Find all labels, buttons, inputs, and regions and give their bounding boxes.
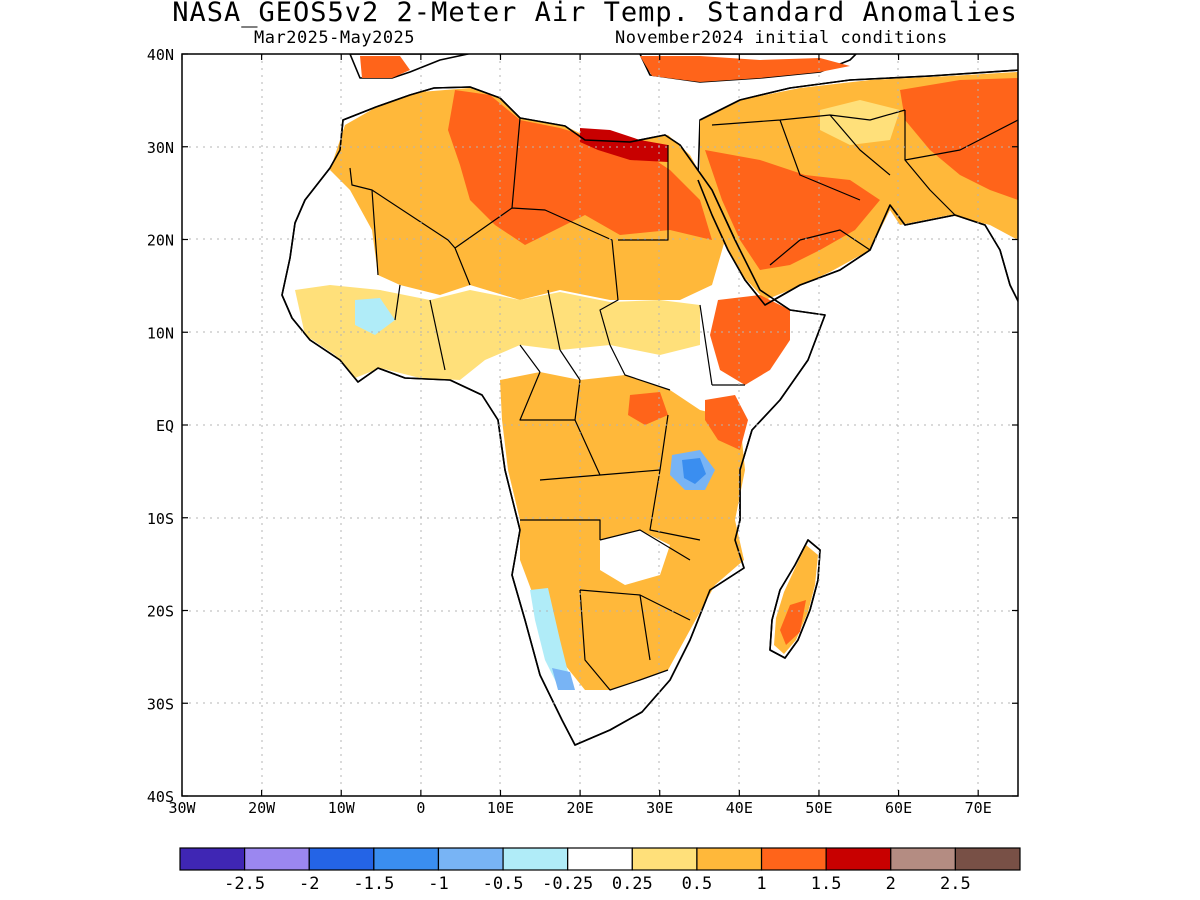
lat-tick-label: 20N bbox=[147, 232, 174, 250]
lat-tick-label: 10N bbox=[147, 324, 174, 342]
colorbar-label: 2.5 bbox=[940, 874, 971, 894]
colorbar-swatch bbox=[373, 847, 440, 871]
lat-tick-label: 10S bbox=[147, 510, 174, 528]
colorbar-swatch bbox=[825, 847, 892, 871]
lon-tick-label: 70E bbox=[965, 799, 992, 817]
anomaly-1-anatolia bbox=[640, 56, 850, 82]
colorbar-swatch bbox=[502, 847, 569, 871]
colorbar-swatch bbox=[308, 847, 375, 871]
forecast-period: Mar2025-May2025 bbox=[254, 28, 416, 48]
colorbar-label: 0.25 bbox=[612, 874, 653, 894]
anomaly-1-europe bbox=[360, 56, 410, 78]
lat-tick-label: 20S bbox=[147, 603, 174, 621]
colorbar-swatch bbox=[954, 847, 1021, 871]
colorbar-label: 2 bbox=[886, 874, 896, 894]
initial-conditions: November2024 initial conditions bbox=[615, 28, 948, 48]
africa-outline bbox=[281, 86, 826, 746]
colorbar-label: -1 bbox=[428, 874, 448, 894]
lon-tick-label: 20E bbox=[567, 799, 594, 817]
graticule bbox=[182, 54, 1018, 796]
lon-tick-label: 30W bbox=[168, 799, 196, 817]
anomaly-neg-west-africa bbox=[355, 298, 395, 335]
colorbar-label: -2.5 bbox=[224, 874, 265, 894]
lat-tick-label: 30S bbox=[147, 695, 174, 713]
boundaries bbox=[281, 69, 1018, 746]
colorbar-swatch bbox=[179, 847, 246, 871]
anomaly-1-congo bbox=[628, 392, 668, 425]
anomaly-neg-east-africa-core bbox=[682, 458, 706, 484]
colorbar-swatch bbox=[244, 847, 310, 871]
lon-tick-label: 30E bbox=[646, 799, 673, 817]
anomaly-1-ethiopia bbox=[710, 295, 790, 385]
anomaly-2-libya-coast bbox=[580, 128, 668, 162]
arabia-borders bbox=[711, 109, 1018, 266]
country-borders bbox=[349, 117, 745, 691]
anomaly-0p25-arabia-center bbox=[820, 100, 900, 145]
lon-tick-label: 20W bbox=[248, 799, 276, 817]
anomaly-1-arabia bbox=[705, 150, 880, 270]
lon-tick-label: 50E bbox=[805, 799, 832, 817]
lat-tick-label: EQ bbox=[156, 417, 174, 435]
colorbar-label: 0.5 bbox=[682, 874, 713, 894]
colorbar-label: -0.25 bbox=[542, 874, 593, 894]
colorbar-swatch bbox=[696, 847, 763, 871]
anomaly-0p25-zambia bbox=[600, 530, 670, 585]
anomaly-1-iran bbox=[900, 78, 1018, 200]
colorbar-swatch bbox=[760, 847, 827, 871]
colorbar-label: -1.5 bbox=[353, 874, 394, 894]
lat-tick-label: 40S bbox=[147, 788, 174, 806]
map-plot-area bbox=[182, 54, 1018, 796]
colorbar-swatch bbox=[890, 847, 956, 871]
colorbar-swatch bbox=[631, 847, 698, 871]
lon-tick-label: 10E bbox=[487, 799, 514, 817]
colorbar: -2.5 -2 -1.5 -1 -0.5 -0.25 0.25 0.5 1 1.5 2 2.5 bbox=[179, 847, 1021, 894]
madagascar-outline bbox=[769, 539, 821, 659]
lat-tick-label: 40N bbox=[147, 46, 174, 64]
colorbar-label: 1 bbox=[756, 874, 766, 894]
colorbar-swatch bbox=[567, 847, 633, 871]
anomaly-1-kenya bbox=[705, 395, 748, 450]
anomaly-neg-namibia-core bbox=[552, 668, 575, 690]
colorbar-label: -0.5 bbox=[483, 874, 524, 894]
lon-tick-label: 0 bbox=[416, 799, 425, 817]
lon-tick-label: 40E bbox=[726, 799, 753, 817]
lon-tick-label: 10W bbox=[328, 799, 356, 817]
colorbar-swatch bbox=[437, 847, 504, 871]
colorbar-label: 1.5 bbox=[811, 874, 842, 894]
lon-tick-label: 60E bbox=[885, 799, 912, 817]
anomaly-neg-namibia bbox=[530, 588, 570, 690]
map-title: NASA_GEOS5v2 2-Meter Air Temp. Standard … bbox=[172, 0, 1018, 28]
lat-tick-label: 30N bbox=[147, 139, 174, 157]
axis-ticks: 30W 20W 10W 0 10E 20E 30E 40E 50E 60E 70E 40N 30N 20N… bbox=[147, 46, 1018, 817]
colorbar-label: -2 bbox=[299, 874, 319, 894]
